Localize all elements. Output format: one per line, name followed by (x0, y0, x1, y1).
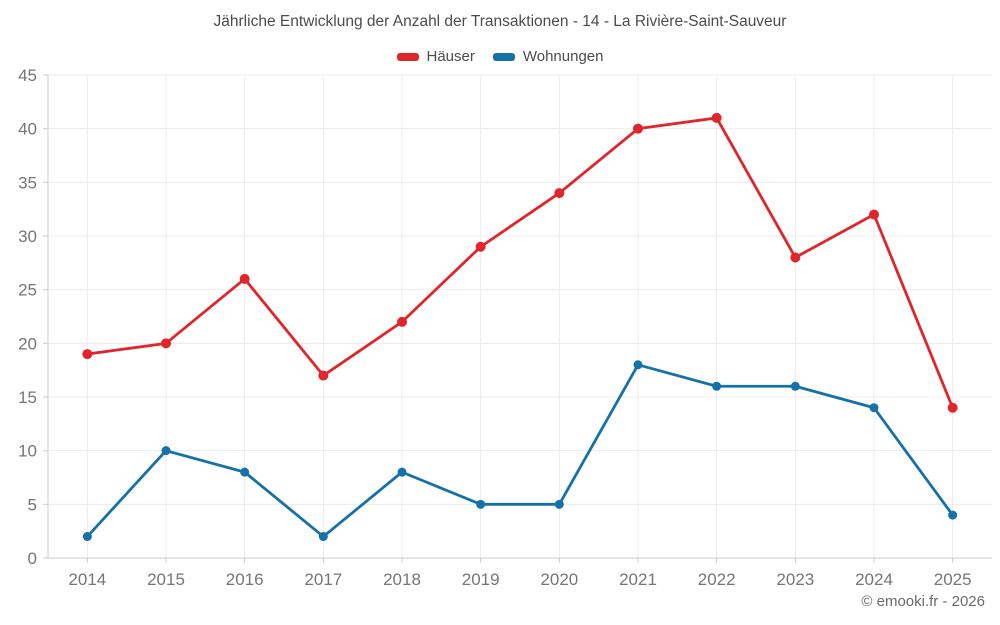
series-line-wohnungen (85, 363, 955, 538)
data-point[interactable] (239, 273, 250, 284)
data-point[interactable] (161, 338, 171, 349)
data-point[interactable] (712, 381, 722, 391)
x-axis-label: 2022 (698, 570, 736, 589)
legend-swatch-wohnungen-icon (492, 52, 515, 61)
data-point[interactable] (554, 499, 564, 509)
y-axis-label: 45 (18, 66, 37, 85)
y-axis-label: 25 (18, 281, 37, 300)
x-axis-label: 2015 (147, 570, 185, 589)
legend-item-wohnungen[interactable]: Wohnungen (492, 48, 604, 65)
x-axis-label: 2020 (540, 570, 578, 589)
x-axis-label: 2016 (226, 570, 264, 589)
legend-item-haeuser[interactable]: Häuser (396, 48, 475, 65)
data-point[interactable] (948, 510, 958, 520)
data-point[interactable] (947, 402, 958, 413)
data-point[interactable] (82, 349, 93, 360)
data-point[interactable] (161, 446, 171, 456)
y-axis-label: 30 (18, 227, 37, 246)
chart-legend: Häuser Wohnungen (0, 48, 1000, 65)
data-point[interactable] (475, 241, 486, 252)
data-point[interactable] (476, 499, 486, 509)
copyright-note: © emooki.fr - 2026 (861, 593, 985, 610)
data-point[interactable] (397, 316, 407, 327)
data-point[interactable] (240, 467, 250, 477)
legend-label-wohnungen: Wohnungen (522, 48, 604, 65)
y-axis-label: 20 (18, 334, 37, 353)
x-axis-label: 2023 (776, 570, 814, 589)
data-point[interactable] (790, 252, 801, 263)
data-point[interactable] (397, 467, 407, 477)
y-axis-label: 10 (18, 442, 37, 461)
data-point[interactable] (869, 209, 879, 220)
data-point[interactable] (318, 370, 329, 381)
chart-title: Jährliche Entwicklung der Anzahl der Tra… (213, 13, 787, 30)
x-axis-label: 2024 (855, 570, 893, 589)
data-point[interactable] (869, 403, 879, 413)
legend-label-haeuser: Häuser (426, 48, 475, 65)
data-point[interactable] (554, 188, 565, 199)
data-point[interactable] (633, 360, 643, 370)
data-point[interactable] (82, 532, 92, 542)
y-axis-label: 0 (28, 549, 37, 568)
data-point[interactable] (318, 532, 328, 542)
data-point[interactable] (790, 381, 800, 391)
x-axis-label: 2014 (68, 570, 106, 589)
data-point[interactable] (633, 123, 643, 134)
y-axis-label: 5 (28, 495, 37, 514)
y-axis-label: 40 (18, 120, 37, 139)
y-axis-label: 15 (18, 388, 37, 407)
x-axis-label: 2017 (304, 570, 342, 589)
y-axis-label: 35 (18, 173, 37, 192)
legend-swatch-haeuser-icon (396, 52, 419, 61)
x-axis-label: 2018 (383, 570, 421, 589)
x-axis-label: 2019 (462, 570, 500, 589)
data-point[interactable] (711, 112, 722, 123)
series-line-haeuser (85, 116, 955, 410)
x-axis-label: 2025 (934, 570, 972, 589)
x-axis-label: 2021 (619, 570, 657, 589)
